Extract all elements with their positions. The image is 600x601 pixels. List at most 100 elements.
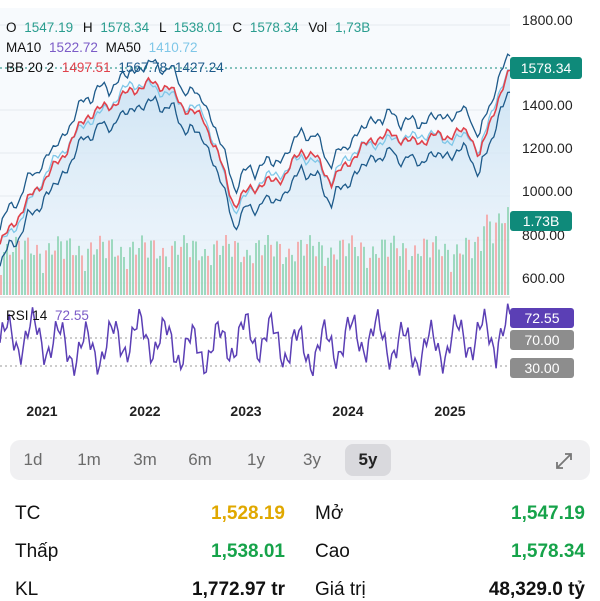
volume-bar [354,246,356,295]
low-value: 1,538.01 [211,541,285,562]
volume-bar [444,243,446,295]
volume-bar [363,246,365,295]
volume-bar [297,241,299,295]
volume-bar [192,240,194,295]
volume-bar [474,241,476,295]
volume-bar [12,252,14,295]
volume-bar [84,270,86,295]
volume-bar [111,239,113,295]
volume-bar [357,256,359,295]
rsi-30-badge [510,358,574,378]
volume-bar [285,257,287,295]
price-chart[interactable]: O 1547.19 H 1578.34 L 1538.01 C 1578.34 … [0,0,600,430]
volume-bar [300,239,302,295]
tab-3m[interactable]: 3m [133,450,157,469]
volume-bar [270,244,272,295]
volume-bar [159,255,161,295]
tab-1m[interactable]: 1m [77,450,101,469]
volume-bar [18,240,20,295]
volume-bar [51,254,53,295]
expand-icon[interactable] [546,444,582,476]
bollinger-lower-band [0,91,511,267]
volume-bar [258,240,260,295]
volume-bar [414,245,416,295]
tab-5y[interactable]: 5y [345,444,391,476]
volume-bar [9,254,11,295]
volume-bar [387,256,389,295]
volume-bar [87,248,89,295]
volume-bar [453,254,455,295]
volume-bar [345,256,347,295]
volume-bar [507,207,509,295]
bb-legend: BB 20 2 1497.51 1567.78 1427.24 [6,60,224,75]
ohlc-legend: O 1547.19 H 1578.34 L 1538.01 C 1578.34 … [6,20,370,35]
volume-bar [174,241,176,295]
volume-bar [471,258,473,295]
volume-bar [105,258,107,295]
volume-bar [168,267,170,295]
tab-6m[interactable]: 6m [188,450,212,469]
price-area [0,70,510,295]
volume-bar [180,246,182,295]
volume-bar [120,246,122,295]
volume-bar [489,221,491,295]
value-value: 48,329.0 tỷ [488,579,585,600]
volume-bar [138,248,140,295]
volume-bar [216,240,218,295]
volume-bar [459,253,461,295]
volume-bar [60,241,62,295]
volume-bar [411,256,413,295]
volume-bar [132,241,134,295]
tab-1d[interactable]: 1d [23,450,43,469]
tab-1y[interactable]: 1y [247,450,265,469]
volume-bar [183,235,185,295]
volume-bar [348,243,350,295]
volume-bar [450,271,452,295]
volume-bar [129,247,131,295]
value-label: Giá trị [315,579,366,600]
volume-bar [72,255,74,295]
volume-bar [375,254,377,295]
volume-bar [276,241,278,295]
price-axis: 1800.00 1400.00 1200.00 1000.00 800.00 6… [522,12,573,286]
volume-bar [90,242,92,295]
volume-bar [279,243,281,295]
volume-bar [456,244,458,295]
volume-bar [198,260,200,295]
volume-bar [234,241,236,295]
tab-3y[interactable]: 3y [303,450,321,469]
volume-bar [219,255,221,295]
volume-bar [420,256,422,295]
price-tick: 600.00 [522,270,565,286]
volume-badge [510,211,572,231]
volume-bar [333,254,335,295]
volume-bar [153,240,155,295]
year-label: 2021 [26,403,57,419]
volume-bar [81,255,83,295]
volume-bar [144,242,146,295]
volume-bar [48,243,50,295]
high-value: 1,578.34 [511,541,585,562]
volume-bar [390,242,392,295]
volume-bar [384,239,386,295]
volume-bar [351,235,353,295]
volume-bar [117,255,119,295]
volume-bar [432,242,434,295]
volume-bar [294,261,296,295]
volume-bar [147,257,149,295]
volume-bar [33,254,35,295]
volume-bar [309,235,311,295]
price-badge-text: 1578.34 [521,60,572,76]
price-line [0,69,511,245]
year-label: 2023 [230,403,261,419]
volume-bar [222,245,224,295]
volume-bar [426,239,428,295]
price-tick: 1400.00 [522,97,573,113]
volume-bar [186,243,188,295]
volume-bar [492,243,494,295]
bollinger-upper-band [0,53,511,231]
volume-bar [249,255,251,295]
rsi-70-badge-text: 70.00 [524,332,559,348]
volume-bar [78,245,80,295]
low-label: Thấp [15,541,59,562]
